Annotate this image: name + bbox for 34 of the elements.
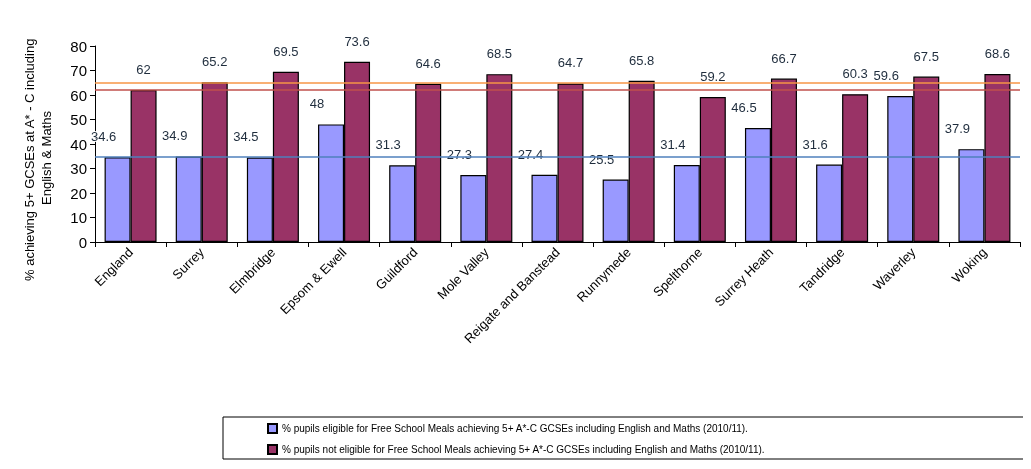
y-tick-label: 30 (70, 160, 87, 177)
legend-label: % pupils not eligible for Free School Meals achieving 5+ A*-C GCSEs including English and Maths (2010/11). (282, 444, 765, 455)
y-tick-label: 10 (70, 209, 87, 226)
data-label: 62 (136, 62, 151, 78)
data-label: 69.5 (273, 43, 299, 59)
data-label: 73.6 (344, 33, 370, 49)
data-label: 37.9 (944, 121, 971, 137)
data-label: 31.6 (802, 136, 828, 152)
data-label: 48 (309, 96, 325, 112)
y-tick-label: 20 (70, 184, 87, 202)
data-label: 59.2 (700, 68, 726, 84)
y-tick-label: 40 (70, 135, 87, 153)
data-label: 34.9 (162, 128, 188, 144)
data-label: 65.2 (202, 54, 228, 70)
y-tick-label: 60 (70, 86, 87, 104)
data-label: 46.5 (731, 100, 757, 116)
y-tick-label: 70 (70, 62, 87, 79)
data-label: 66.7 (771, 50, 797, 66)
data-label: 67.5 (913, 48, 939, 64)
data-label: 68.6 (984, 45, 1011, 61)
data-label: 64.7 (557, 55, 584, 71)
y-tick-label: 0 (78, 233, 87, 251)
data-label: 59.6 (873, 67, 899, 83)
data-label: 31.3 (375, 137, 401, 153)
data-label: 34.5 (233, 129, 259, 145)
data-label: 64.6 (415, 55, 441, 71)
data-label: 31.4 (660, 137, 686, 153)
y-tick-label: 80 (70, 37, 87, 55)
y-tick-label: 50 (70, 111, 87, 128)
data-label: 65.8 (629, 52, 655, 68)
y-axis-title: % achieving 5+ GCSEs at A* - C including English & Maths (22, 34, 54, 282)
legend-label: % pupils eligible for Free School Meals achieving 5+ A*-C GCSEs including English and Maths (2010/11). (282, 423, 748, 434)
data-label: 60.3 (842, 66, 868, 82)
data-label: 68.5 (486, 46, 512, 62)
